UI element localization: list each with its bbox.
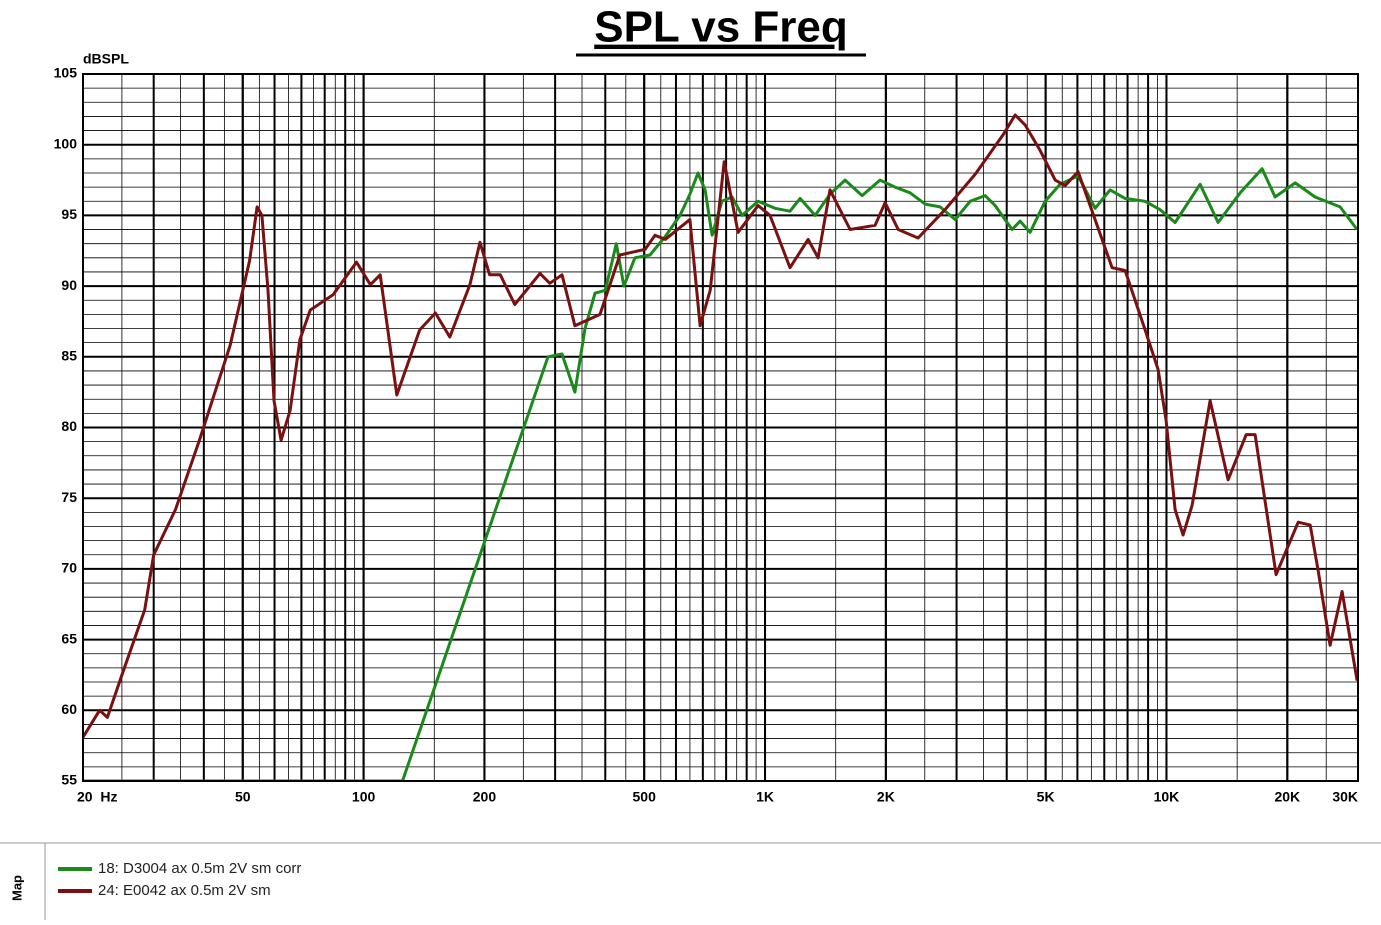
plot-lines — [83, 113, 1358, 781]
plot-frame — [82, 73, 1359, 782]
y-tick-label: 60 — [61, 701, 77, 717]
x-tick-label: 2K — [877, 789, 895, 805]
x-tick-label: 20 Hz — [77, 789, 117, 805]
chart-title: SPL vs Freq — [594, 3, 848, 52]
series-line — [83, 167, 1358, 781]
x-tick-label: 5K — [1037, 789, 1055, 805]
legend: 18: D3004 ax 0.5m 2V sm corr 24: E0042 ax… — [58, 860, 301, 899]
y-tick-label: 80 — [61, 418, 77, 434]
x-tick-label: 1K — [756, 789, 774, 805]
y-tick-label: 90 — [61, 277, 77, 293]
legend-title: Map — [9, 875, 24, 901]
x-tick-label: 10K — [1154, 789, 1180, 805]
y-tick-label: 100 — [54, 135, 78, 151]
y-tick-label: 95 — [61, 206, 77, 222]
x-tick-label: 50 — [235, 789, 251, 805]
x-tick-label: 100 — [352, 789, 376, 805]
y-tick-label: 75 — [61, 489, 77, 505]
y-axis-label: dBSPL — [83, 51, 129, 67]
legend-label: 24: E0042 ax 0.5m 2V sm — [98, 882, 271, 899]
y-tick-label: 65 — [61, 630, 77, 646]
legend-label: 18: D3004 ax 0.5m 2V sm corr — [98, 860, 301, 877]
x-tick-label: 500 — [633, 789, 657, 805]
y-tick-label: 85 — [61, 348, 77, 364]
x-tick-label: 30K — [1332, 789, 1358, 805]
y-tick-label: 70 — [61, 560, 77, 576]
series-line — [83, 113, 1358, 738]
x-tick-label: 200 — [473, 789, 497, 805]
y-tick-label: 55 — [61, 772, 77, 788]
y-tick-label: 105 — [54, 65, 78, 81]
x-tick-label: 20K — [1274, 789, 1300, 805]
